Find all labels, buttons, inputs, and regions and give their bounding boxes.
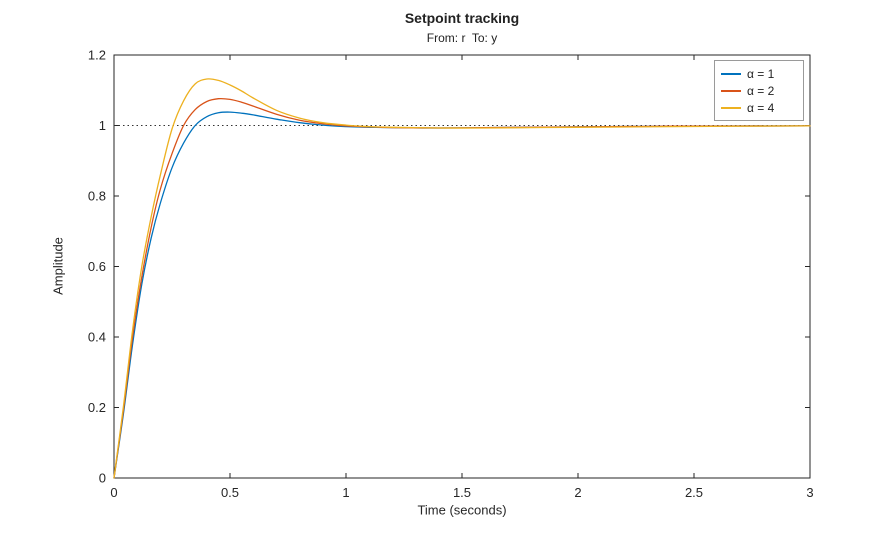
x-tick-label: 2 — [574, 485, 581, 500]
series-curve-alpha-4 — [113, 78, 811, 479]
x-tick-label: 1 — [342, 485, 349, 500]
y-tick-label: 0.2 — [88, 400, 106, 415]
y-tick-label: 0.8 — [88, 189, 106, 204]
legend-swatch-alpha-2 — [721, 89, 741, 92]
legend-swatch-alpha-1 — [721, 72, 741, 75]
y-axis-label: Amplitude — [50, 237, 66, 295]
x-tick-label: 0.5 — [221, 485, 239, 500]
legend-item-alpha-1: α = 1 — [721, 65, 797, 82]
legend-swatch-alpha-4 — [721, 106, 741, 109]
y-tick-label: 0 — [99, 471, 106, 486]
x-tick-label: 0 — [110, 485, 117, 500]
y-tick-label: 1 — [99, 118, 106, 133]
legend-label-alpha-2: α = 2 — [747, 83, 775, 98]
x-tick-label: 1.5 — [453, 485, 471, 500]
y-tick-label: 0.6 — [88, 259, 106, 274]
chart-title: Setpoint tracking — [404, 10, 520, 26]
legend-label-alpha-4: α = 4 — [747, 100, 775, 115]
y-tick-label: 1.2 — [88, 48, 106, 63]
legend-item-alpha-2: α = 2 — [721, 82, 797, 99]
legend: α = 1 α = 2 α = 4 — [714, 60, 804, 121]
x-tick-label: 3 — [806, 485, 813, 500]
x-tick-label: 2.5 — [685, 485, 703, 500]
legend-label-alpha-1: α = 1 — [747, 66, 775, 81]
legend-item-alpha-4: α = 4 — [721, 99, 797, 116]
y-tick-label: 0.4 — [88, 330, 106, 345]
chart-subtitle: From: r To: y — [426, 31, 498, 45]
series-curve-alpha-1 — [113, 111, 811, 479]
axes-box — [113, 54, 811, 479]
x-axis-label: Time (seconds) — [417, 502, 507, 518]
series-curve-alpha-2 — [113, 97, 811, 479]
